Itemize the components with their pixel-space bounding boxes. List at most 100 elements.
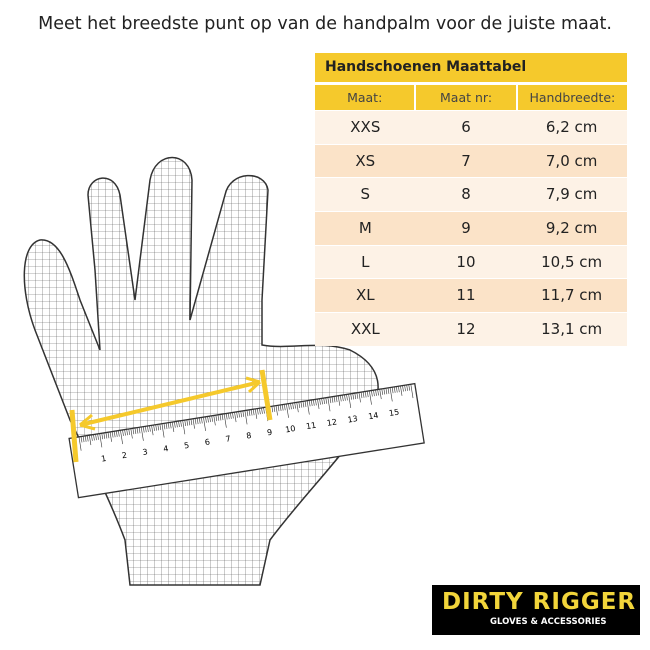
ruler-label: 1 (100, 454, 106, 464)
measure-arrow (79, 380, 261, 427)
table-cell: 6,2 cm (545, 118, 598, 136)
table-cell: XS (355, 151, 376, 170)
ruler-tick (383, 388, 386, 395)
ruler-tick (194, 418, 197, 425)
ruler-tick (296, 402, 299, 413)
ruler-tick (244, 410, 248, 425)
ruler-tick (155, 424, 157, 431)
ruler-tick (240, 411, 242, 418)
table-cell: S (360, 185, 371, 204)
ruler-tick (331, 396, 334, 403)
table-cell: XXS (350, 118, 381, 136)
ruler-label: 5 (183, 441, 189, 451)
table-cell: 7,9 cm (545, 185, 598, 204)
ruler-label: 7 (225, 434, 231, 444)
ruler-tick (136, 427, 139, 434)
ruler-tick (250, 409, 253, 416)
ruler-label: 4 (163, 444, 169, 454)
ruler-tick (196, 418, 199, 425)
ruler-tick (178, 421, 180, 428)
ruler-tick (350, 393, 352, 400)
ruler-label: 13 (347, 414, 358, 424)
table-cell: 13,1 cm (541, 320, 603, 339)
dirty-rigger-logo: DIRTY RIGGER GLOVES & ACCESSORIES (432, 585, 640, 635)
headline: Meet het breedste punt op van de handpal… (38, 14, 612, 34)
ruler-tick (346, 394, 348, 401)
ruler-tick (186, 419, 189, 426)
ruler-tick (284, 404, 286, 411)
table-title: Handschoenen Maattabel (315, 53, 627, 82)
table-cell: 10 (456, 252, 476, 271)
ruler-label: 9 (266, 428, 272, 438)
ruler-tick (80, 436, 83, 443)
ruler-tick (101, 433, 104, 440)
ruler-tick (86, 435, 89, 442)
table-cell: XXL (350, 320, 380, 339)
ruler-tick (223, 413, 227, 428)
ruler-tick (130, 428, 133, 439)
ruler-tick (157, 424, 160, 431)
ruler-tick (337, 395, 341, 406)
ruler-tick (358, 392, 361, 403)
ruler-tick (153, 424, 155, 431)
ruler-tick (252, 409, 255, 416)
ruler-tick (248, 409, 251, 416)
ruler-tick (145, 426, 147, 433)
ruler-tick (111, 431, 114, 438)
ruler-tick (165, 422, 168, 430)
table-row: L 10 10,5 cm (315, 244, 627, 279)
ruler-tick (254, 408, 258, 419)
ruler-tick (292, 402, 294, 409)
ruler-tick (225, 413, 228, 420)
ruler-tick (132, 428, 135, 435)
ruler-tick (246, 410, 249, 417)
ruler-tick (176, 421, 178, 428)
ruler-tick (213, 415, 216, 426)
ruler-tick (286, 403, 289, 418)
ruler-tick (381, 388, 384, 395)
table-header: Maat: Maat nr: Handbreedte: (315, 84, 627, 110)
ruler-label: 12 (326, 417, 337, 427)
table-cell: 11,7 cm (541, 286, 603, 305)
ruler-tick (333, 396, 336, 403)
ruler-tick (211, 415, 213, 422)
table-cell: 10,5 cm (541, 252, 603, 271)
ruler-tick (354, 393, 357, 400)
ruler-tick (313, 399, 315, 406)
ruler-label: 2 (121, 451, 127, 461)
ruler-tick (327, 397, 331, 412)
ruler-label: 15 (388, 408, 399, 418)
ruler-tick (393, 386, 396, 393)
table-cell: L (361, 252, 370, 271)
table-cell: 12 (456, 320, 476, 339)
ruler-tick (273, 405, 276, 412)
table-cell: 8 (461, 185, 471, 204)
ruler-tick (391, 387, 394, 394)
ruler-tick (321, 398, 323, 405)
table-cell: 9 (461, 219, 471, 238)
ruler-tick (159, 423, 162, 431)
ruler-tick (184, 420, 186, 427)
ruler-tick (375, 389, 377, 396)
ruler-tick (163, 423, 166, 430)
ruler-tick (325, 397, 328, 404)
ruler-tick (288, 403, 290, 410)
ruler-tick (308, 400, 311, 407)
ruler-tick (180, 420, 182, 427)
ruler-tick (138, 427, 141, 434)
ruler-tick (281, 404, 284, 411)
ruler-label: 14 (368, 411, 379, 421)
ruler-tick (126, 429, 128, 436)
table-cell: M (358, 219, 372, 238)
ruler-tick (228, 413, 230, 420)
ruler-tick (118, 430, 120, 437)
ruler-tick (410, 384, 414, 399)
ruler-tick (203, 417, 206, 432)
ruler-tick (190, 419, 193, 426)
table-row: S 8 7,9 cm (315, 177, 627, 212)
column-header: Maat nr: (416, 85, 518, 110)
ruler: 1 2 3 4 5 6 7 8 9 10 11 12 13 14 15 (68, 382, 425, 499)
ruler-tick (140, 426, 144, 441)
ruler-tick (172, 422, 175, 432)
ruler-tick (103, 432, 106, 439)
